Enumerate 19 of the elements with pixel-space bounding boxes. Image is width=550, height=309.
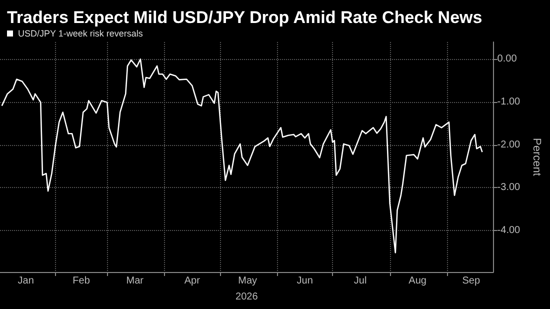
x-tick-label: Jan — [18, 276, 34, 286]
x-tick-label: Mar — [126, 276, 144, 286]
y-tick-label: -4.00 — [497, 224, 521, 236]
y-tick-label: 0.00 — [497, 54, 518, 65]
y-tick-label: -3.00 — [497, 182, 521, 194]
y-axis-title: Percent — [530, 138, 542, 176]
y-tick-label: -2.00 — [497, 139, 521, 150]
line-series — [1, 58, 483, 254]
x-tick-label: Sep — [462, 276, 480, 286]
x-tick-label: Apr — [184, 276, 201, 286]
x-tick-label: Feb — [72, 276, 90, 286]
y-tick-label: -1.00 — [497, 96, 521, 108]
legend-label: USD/JPY 1-week risk reversals — [18, 28, 144, 38]
x-axis-title: 2026 — [236, 292, 258, 302]
x-tick-label: Jul — [354, 276, 367, 286]
x-tick-label: Jun — [296, 276, 313, 286]
x-tick-label: Aug — [408, 276, 426, 286]
x-tick-label: May — [238, 276, 258, 286]
chart-title: Traders Expect Mild USD/JPY Drop Amid Rate Check News — [7, 8, 482, 27]
